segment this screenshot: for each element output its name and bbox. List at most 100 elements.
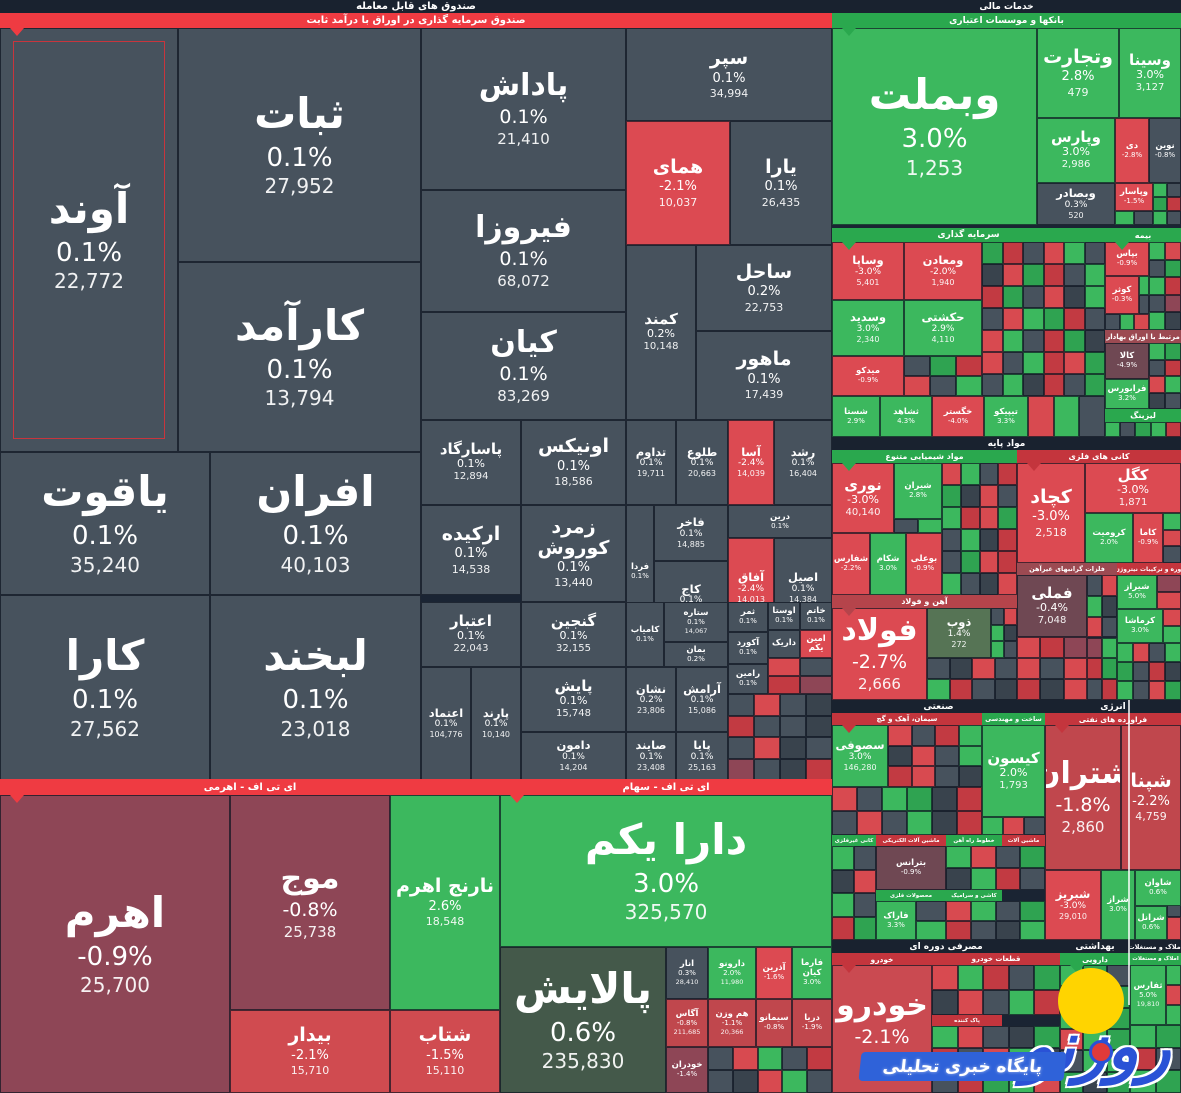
treemap-tile[interactable]: دی -2.8% xyxy=(1115,118,1149,183)
mini-tile[interactable] xyxy=(1064,286,1085,308)
mini-tile[interactable] xyxy=(1004,624,1017,642)
mini-tile[interactable] xyxy=(935,766,959,787)
mini-tile[interactable] xyxy=(942,551,961,573)
mini-tile[interactable] xyxy=(960,507,980,529)
mini-tile[interactable] xyxy=(1087,679,1102,700)
mini-tile[interactable] xyxy=(754,758,780,780)
mini-tile[interactable] xyxy=(1002,308,1023,330)
mini-tile[interactable] xyxy=(708,1070,733,1093)
mini-tile[interactable] xyxy=(1165,392,1181,409)
treemap-tile[interactable]: نارنج اهرم 2.6% 18,548 xyxy=(390,795,500,1010)
mini-tile[interactable] xyxy=(1002,286,1023,308)
treemap-tile[interactable]: کاما -0.9% xyxy=(1133,513,1163,563)
mini-tile[interactable] xyxy=(1064,330,1085,352)
mini-tile[interactable] xyxy=(979,463,999,485)
mini-tile[interactable] xyxy=(994,658,1017,679)
treemap-tile[interactable]: ثفارس 5.0% 19,810 xyxy=(1130,965,1166,1025)
mini-tile[interactable] xyxy=(1133,662,1149,681)
mini-tile[interactable] xyxy=(854,869,876,893)
mini-tile[interactable] xyxy=(983,1026,1009,1049)
mini-tile[interactable] xyxy=(728,715,754,737)
treemap-tile[interactable]: فرابورس 3.2% xyxy=(1105,379,1149,409)
treemap-tile[interactable]: کیان 0.1% 83,269 xyxy=(421,312,626,420)
mini-tile[interactable] xyxy=(1020,901,1045,921)
treemap-tile[interactable]: کوثر -0.3% xyxy=(1105,276,1139,314)
mini-tile[interactable] xyxy=(1130,1047,1156,1071)
mini-tile[interactable] xyxy=(1165,359,1181,376)
mini-tile[interactable] xyxy=(946,920,971,940)
mini-tile[interactable] xyxy=(957,990,984,1015)
mini-tile[interactable] xyxy=(904,356,930,376)
mini-tile[interactable] xyxy=(1084,242,1105,264)
mini-tile[interactable] xyxy=(1023,330,1044,352)
mini-tile[interactable] xyxy=(1102,679,1117,700)
treemap-tile[interactable]: وسدید 3.0% 2,340 xyxy=(832,300,904,356)
mini-tile[interactable] xyxy=(857,811,882,835)
mini-tile[interactable] xyxy=(780,694,806,716)
mini-tile[interactable] xyxy=(927,679,950,700)
mini-tile[interactable] xyxy=(1149,343,1165,360)
mini-tile[interactable] xyxy=(1166,965,1181,985)
treemap-tile[interactable]: ستاره 0.1% 14,067 xyxy=(664,602,728,642)
mini-tile[interactable] xyxy=(949,658,972,679)
treemap-tile[interactable]: دارونو 2.0% 11,980 xyxy=(708,947,756,999)
mini-tile[interactable] xyxy=(732,1047,758,1070)
treemap-tile[interactable]: وسینا 3.0% 3,127 xyxy=(1119,28,1181,118)
mini-tile[interactable] xyxy=(1149,662,1165,681)
treemap-tile[interactable]: پالایش 0.6% 235,830 xyxy=(500,947,666,1093)
mini-tile[interactable] xyxy=(1034,1026,1060,1049)
treemap-tile[interactable]: انار 0.3% 28,410 xyxy=(666,947,708,999)
mini-tile[interactable] xyxy=(942,485,961,507)
treemap-tile[interactable]: صایند 0.1% 23,408 xyxy=(626,732,676,780)
mini-tile[interactable] xyxy=(1163,546,1181,563)
mini-tile[interactable] xyxy=(1084,374,1105,396)
mini-tile[interactable] xyxy=(1157,592,1181,609)
mini-tile[interactable] xyxy=(832,811,857,835)
mini-tile[interactable] xyxy=(998,573,1017,595)
mini-tile[interactable] xyxy=(1105,314,1120,330)
mini-tile[interactable] xyxy=(1167,916,1181,940)
mini-tile[interactable] xyxy=(857,787,882,811)
mini-tile[interactable] xyxy=(998,507,1017,529)
treemap-tile[interactable]: شفارس -2.2% xyxy=(832,533,870,595)
mini-tile[interactable] xyxy=(994,679,1017,700)
treemap-tile[interactable]: پایش 0.1% 15,748 xyxy=(521,667,626,732)
mini-tile[interactable] xyxy=(806,694,832,716)
mini-tile[interactable] xyxy=(888,725,912,746)
mini-tile[interactable] xyxy=(1106,1071,1130,1093)
treemap-tile[interactable]: وبصادر 0.3% 520 xyxy=(1037,183,1115,225)
mini-tile[interactable] xyxy=(960,573,980,595)
mini-tile[interactable] xyxy=(1165,312,1181,330)
mini-tile[interactable] xyxy=(946,868,971,890)
mini-tile[interactable] xyxy=(1139,276,1149,295)
treemap-tile[interactable]: همای -2.1% 10,037 xyxy=(626,121,730,245)
mini-tile[interactable] xyxy=(1002,352,1023,374)
treemap-tile[interactable]: حکشتی 2.9% 4,110 xyxy=(904,300,982,356)
mini-tile[interactable] xyxy=(854,846,876,870)
mini-tile[interactable] xyxy=(780,715,806,737)
treemap-tile[interactable]: یارا 0.1% 26,435 xyxy=(730,121,832,245)
mini-tile[interactable] xyxy=(942,573,961,595)
mini-tile[interactable] xyxy=(732,1070,758,1093)
mini-tile[interactable] xyxy=(1083,1071,1107,1093)
mini-tile[interactable] xyxy=(982,817,1003,835)
mini-tile[interactable] xyxy=(1165,662,1181,681)
mini-tile[interactable] xyxy=(1002,242,1023,264)
mini-tile[interactable] xyxy=(757,1047,783,1070)
treemap-tile[interactable]: فولاد -2.7% 2,666 xyxy=(832,608,927,700)
mini-tile[interactable] xyxy=(1163,529,1181,547)
mini-tile[interactable] xyxy=(1135,422,1151,437)
treemap-tile[interactable]: بیدار -2.1% 15,710 xyxy=(230,1010,390,1093)
mini-tile[interactable] xyxy=(932,1026,958,1049)
mini-tile[interactable] xyxy=(982,352,1003,374)
mini-tile[interactable] xyxy=(958,725,982,746)
treemap-tile[interactable]: افران 0.1% 40,103 xyxy=(210,452,421,595)
treemap-tile[interactable]: بترانس -0.9% xyxy=(876,846,946,890)
treemap-tile[interactable]: تیپیکو 3.3% xyxy=(984,396,1028,437)
treemap-tile[interactable]: کالا -4.9% xyxy=(1105,343,1149,379)
mini-tile[interactable] xyxy=(1149,259,1165,278)
treemap-tile[interactable]: وبملت 3.0% 1,253 xyxy=(832,28,1037,225)
mini-tile[interactable] xyxy=(1165,259,1181,278)
mini-tile[interactable] xyxy=(956,356,982,376)
mini-tile[interactable] xyxy=(995,901,1021,921)
